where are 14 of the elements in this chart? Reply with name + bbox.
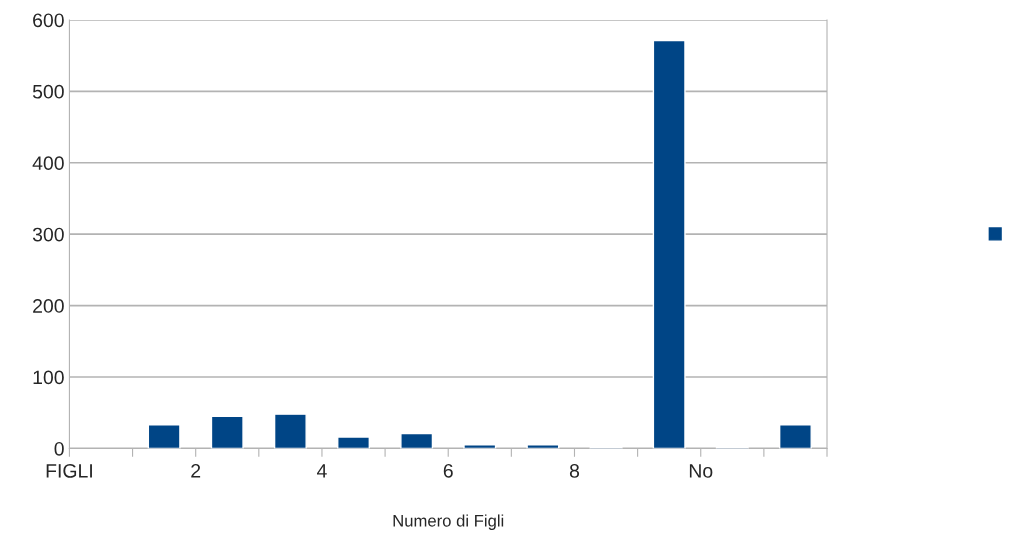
y-tick-label: 200 — [33, 299, 64, 313]
x-axis-title: Numero di Figli — [393, 514, 504, 530]
x-tick-label: 4 — [317, 464, 327, 478]
y-tick-label: 100 — [33, 370, 64, 385]
y-tick-label: 400 — [32, 156, 64, 171]
x-tick-label: 2 — [191, 463, 201, 478]
y-tick-label: 600 — [33, 13, 64, 28]
x-tick-label: 8 — [569, 463, 580, 478]
x-tick-label: FIGLI — [46, 463, 92, 478]
x-tick-label: 6 — [443, 463, 453, 478]
y-tick-label: 500 — [32, 84, 64, 99]
y-tick-label: 300 — [32, 227, 64, 242]
x-tick-label: No — [689, 464, 713, 478]
y-tick-label: 0 — [54, 441, 64, 456]
